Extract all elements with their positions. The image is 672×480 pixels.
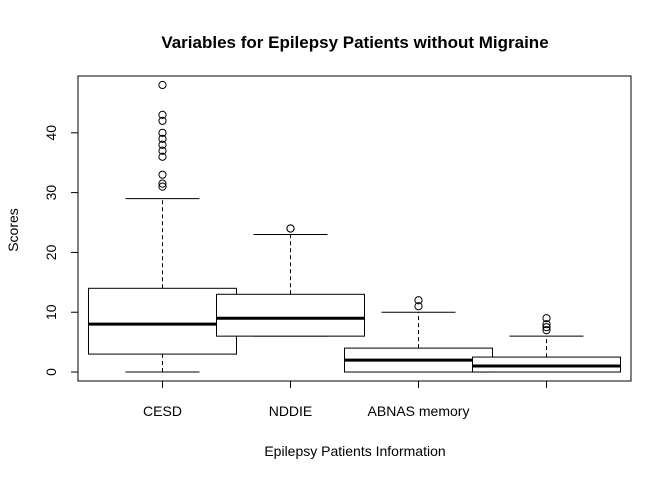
outlier-point (542, 320, 551, 329)
outlier-point (158, 116, 167, 125)
box-4 (472, 314, 622, 373)
x-axis-label: Epilepsy Patients Information (264, 443, 445, 459)
outlier-point (158, 146, 167, 155)
outlier-point (158, 182, 167, 191)
box-2 (215, 224, 365, 337)
x-tick-label: NDDIE (269, 403, 313, 419)
box-1 (87, 80, 237, 373)
outlier-point (158, 128, 167, 137)
y-tick-label: 20 (43, 244, 59, 260)
y-axis-label: Scores (5, 208, 21, 252)
outlier-point (286, 224, 295, 233)
y-tick-label: 10 (43, 304, 59, 320)
box-iqr (87, 287, 237, 355)
outlier-point (158, 80, 167, 90)
outlier-point (158, 170, 167, 179)
y-axis: 0 10 20 30 40 (43, 125, 79, 376)
outlier-point (158, 140, 167, 149)
box-iqr (215, 293, 365, 337)
y-tick-label: 30 (43, 185, 59, 201)
outlier-point (158, 179, 167, 188)
outlier-point (542, 314, 551, 323)
x-tick-label: ABNAS memory (368, 403, 470, 419)
outlier-point (542, 323, 551, 332)
outlier-point (158, 110, 167, 119)
outlier-point (158, 134, 167, 143)
chart-title: Variables for Epilepsy Patients without … (161, 33, 548, 52)
x-tick-label: CESD (143, 403, 182, 419)
x-axis: CESD NDDIE ABNAS memory (143, 380, 548, 419)
outlier-point (542, 326, 551, 335)
box-group (87, 80, 622, 373)
outlier-point (414, 296, 423, 305)
y-tick-label: 40 (43, 125, 59, 141)
box-3 (344, 296, 494, 373)
outlier-point (158, 152, 167, 161)
y-tick-label: 0 (43, 368, 59, 376)
outlier-point (414, 302, 423, 311)
